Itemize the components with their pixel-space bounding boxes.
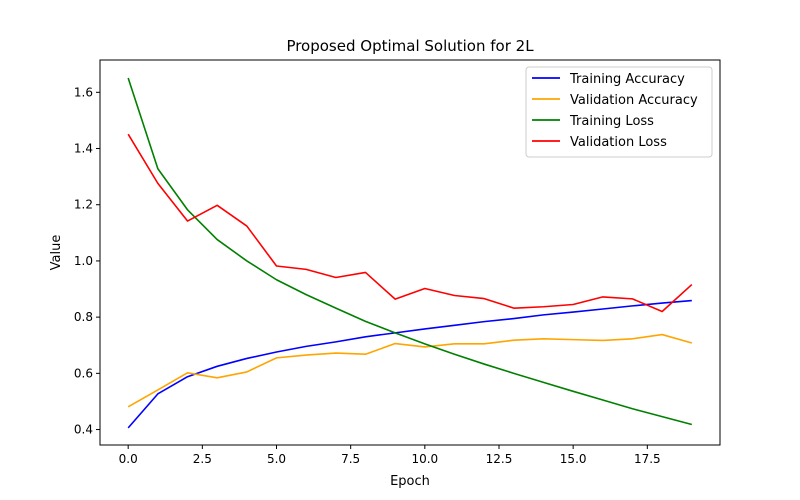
plot-area: 0.0 2.5 5.0 7.5 10.0 12.5 15.0 17.5 0.4 0.6 0.8 1.… [74, 59, 721, 466]
x-axis-label: Epoch [390, 474, 430, 489]
x-axis-ticks: 0.0 2.5 5.0 7.5 10.0 12.5 15.0 17.5 [119, 445, 661, 466]
series-line-1 [127, 333, 693, 408]
x-tick-label: 5.0 [267, 452, 286, 466]
y-tick-label: 1.6 [74, 85, 93, 99]
y-tick-label: 1.4 [74, 142, 93, 156]
legend-box [525, 66, 713, 158]
series-line-2 [127, 77, 693, 426]
series-line-3 [127, 133, 693, 313]
x-tick-label: 15.0 [560, 452, 587, 466]
axes-frame [99, 59, 721, 446]
x-tick-label: 12.5 [486, 452, 513, 466]
chart-title: Proposed Optimal Solution for 2L [286, 37, 534, 55]
x-tick-label: 2.5 [193, 452, 212, 466]
y-axis-ticks: 0.4 0.6 0.8 1.0 1.2 1.4 1.6 [74, 85, 100, 437]
y-tick-label: 0.4 [74, 423, 93, 437]
legend-label-3: Validation Loss [570, 135, 667, 150]
y-tick-label: 1.2 [74, 198, 93, 212]
y-tick-label: 0.6 [74, 366, 93, 380]
series-line-0 [127, 299, 692, 429]
y-tick-label: 1.0 [74, 254, 93, 268]
y-tick-label: 0.8 [74, 310, 93, 324]
x-tick-label: 7.5 [341, 452, 360, 466]
x-tick-label: 0.0 [119, 452, 138, 466]
legend-label-0: Training Accuracy [569, 72, 685, 87]
y-axis-label: Value [49, 235, 64, 271]
legend: Training Accuracy Validation Accuracy Trai… [525, 66, 713, 158]
legend-label-1: Validation Accuracy [570, 93, 698, 108]
legend-label-2: Training Loss [569, 114, 654, 129]
series-lines [127, 77, 693, 429]
x-tick-label: 10.0 [411, 452, 438, 466]
x-tick-label: 17.5 [634, 452, 661, 466]
